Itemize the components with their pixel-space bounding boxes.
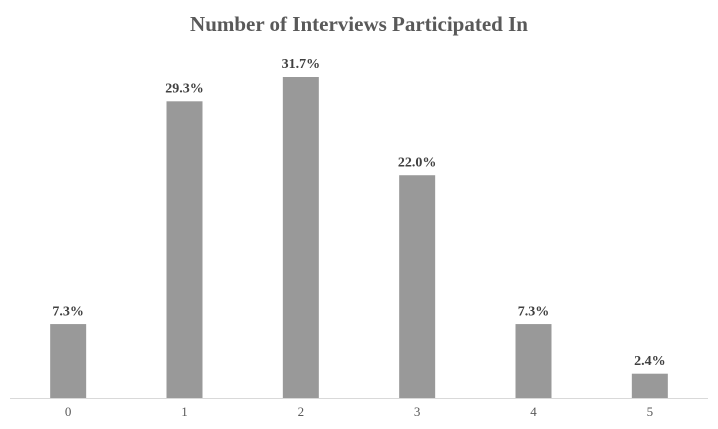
x-tick-label: 3 xyxy=(414,404,421,419)
bar xyxy=(631,373,668,398)
x-tick-label: 0 xyxy=(65,404,72,419)
data-label: 7.3% xyxy=(518,304,550,319)
bar xyxy=(166,101,203,398)
data-label: 31.7% xyxy=(282,57,321,72)
bar xyxy=(515,324,552,398)
data-label: 2.4% xyxy=(634,354,666,369)
x-tick-label: 5 xyxy=(647,404,654,419)
chart-title: Number of Interviews Participated In xyxy=(190,12,528,36)
x-tick-label: 4 xyxy=(530,404,537,419)
x-tick-label: 2 xyxy=(298,404,305,419)
data-label: 7.3% xyxy=(52,304,84,319)
data-label: 22.0% xyxy=(398,155,437,170)
bar xyxy=(50,324,87,398)
x-tick-label: 1 xyxy=(181,404,188,419)
data-label: 29.3% xyxy=(165,82,204,97)
bar xyxy=(282,77,319,398)
bar xyxy=(399,175,436,398)
